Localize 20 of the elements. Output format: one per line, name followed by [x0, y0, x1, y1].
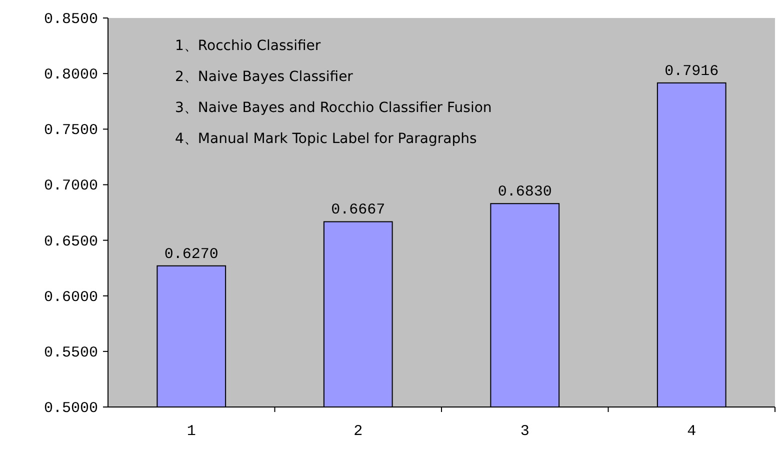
annotation: 1、Rocchio Classifier: [175, 38, 321, 54]
y-tick-label: 0.8000: [44, 66, 98, 84]
data-label: 0.7916: [664, 62, 719, 80]
y-tick-label: 0.5500: [44, 344, 98, 362]
annotation: 2、Naive Bayes Classifier: [175, 69, 354, 85]
annotation: 4、Manual Mark Topic Label for Paragraphs: [175, 131, 477, 147]
y-tick-label: 0.6500: [44, 233, 98, 250]
annotation: 3、Naive Bayes and Rocchio Classifier Fusion: [175, 100, 492, 116]
x-tick-label: 2: [354, 423, 363, 440]
x-tick-label: 3: [520, 423, 530, 440]
y-tick-label: 0.7000: [44, 178, 98, 195]
x-tick-label: 1: [186, 423, 196, 440]
data-label: 0.6830: [498, 184, 552, 201]
y-tick-label: 0.7500: [44, 122, 98, 140]
y-tick-label: 0.8500: [44, 11, 98, 28]
y-tick-label: 0.5000: [44, 400, 98, 417]
data-label: 0.6270: [164, 246, 218, 263]
x-tick-label: 4: [687, 423, 696, 440]
y-tick-label: 0.6000: [44, 288, 98, 306]
data-label: 0.6667: [331, 202, 386, 219]
